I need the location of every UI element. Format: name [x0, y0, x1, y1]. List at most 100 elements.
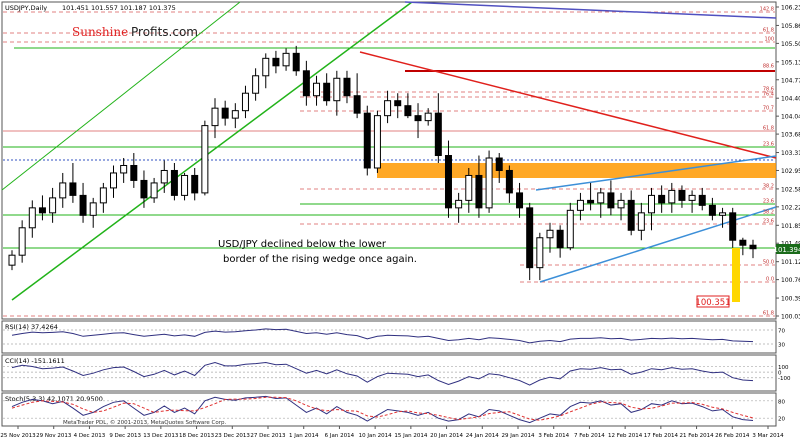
red-declining-trendline [359, 51, 777, 159]
copyright-label: MetaTrader PDL, © 2001-2013, MetaQuotes … [63, 419, 227, 426]
date-tick-label: 7 Feb 2014 [574, 433, 605, 439]
date-tick-label: 15 Jan 2014 [394, 433, 427, 439]
candle [353, 73, 361, 119]
candle [59, 172, 67, 208]
target-price-label: 100.351 [695, 298, 730, 308]
candle-body [587, 199, 595, 204]
indicator-main-line [11, 395, 754, 424]
candle-body [181, 174, 189, 196]
candle-body [424, 112, 432, 122]
candle-body [373, 115, 381, 169]
candle-body [729, 212, 737, 241]
cci-panel-frame [1, 354, 777, 392]
candle-body [637, 212, 645, 231]
candle [698, 187, 706, 211]
candle-body [658, 194, 666, 204]
candle-body [170, 169, 178, 196]
price-tick-label: 105.130 [781, 59, 800, 66]
candle-body [688, 194, 696, 201]
candle-body [160, 169, 168, 184]
candle [191, 167, 199, 201]
candle-body [465, 174, 473, 201]
green-channel-upper-line [1, 1, 241, 191]
orange-resistance-zone [377, 163, 776, 178]
candle [576, 192, 584, 221]
candle-body [505, 169, 513, 194]
candle-body [313, 82, 321, 97]
candle-body [708, 204, 716, 216]
candle-body [749, 244, 757, 250]
candle-body [69, 182, 77, 196]
price-tick-label: 104.400 [781, 96, 800, 103]
candle [536, 232, 544, 281]
candle [343, 70, 351, 104]
candle-body [110, 172, 118, 189]
candle-body [191, 174, 199, 194]
date-tick-label: 12 Feb 2014 [608, 433, 643, 439]
candle-body [495, 157, 503, 171]
candle [170, 162, 178, 201]
indicator-level-label: 70 [778, 329, 785, 335]
candle [444, 140, 452, 218]
candle-body [49, 197, 57, 214]
candle-body [668, 189, 676, 204]
date-tick-label: 17 Feb 2014 [644, 433, 679, 439]
candle-body [647, 194, 655, 214]
candle [475, 155, 483, 218]
candle-body [28, 207, 36, 229]
indicator-level-label: -100 [778, 376, 791, 382]
candle-body [536, 237, 544, 269]
annotation-line1: USD/JPY declined below the lower [218, 239, 387, 250]
candle-body [18, 227, 26, 256]
fib-ratio-label: 88.6 [763, 64, 774, 70]
candle [516, 182, 524, 218]
candle [221, 100, 229, 126]
date-tick-label: 26 Feb 2014 [715, 433, 750, 439]
fib-ratio-label: 23.6 [763, 142, 774, 148]
fib-ratio-label: 0.0 [766, 277, 774, 283]
candle-body [414, 115, 422, 122]
candle [120, 158, 128, 183]
price-tick-label: 104.040 [781, 114, 800, 121]
candle [28, 200, 36, 238]
date-tick-label: 23 Dec 2013 [215, 433, 251, 439]
candle [414, 103, 422, 139]
price-tick-label: 102.580 [781, 186, 800, 193]
fib-ratio-label: 61.8 [763, 126, 774, 132]
candle-body [272, 57, 280, 67]
fib-ratio-label: 23.6 [763, 219, 774, 225]
brand-logo-profits: Profits.com [131, 25, 198, 39]
date-tick-label: 3 Mar 2014 [752, 433, 784, 439]
candle-body [59, 182, 67, 199]
candle [617, 192, 625, 221]
candle-body [120, 164, 128, 174]
candle-body [333, 77, 341, 102]
candle [455, 192, 463, 223]
candle-body [99, 187, 107, 204]
candle [465, 167, 473, 213]
price-tick-label: 105.860 [781, 23, 800, 30]
candle [333, 70, 341, 116]
candle-body [444, 155, 452, 209]
candle [8, 250, 16, 271]
candle-body [353, 95, 361, 114]
stochastic-indicator: 80 20 [3, 395, 785, 424]
trend-lines [1, 1, 777, 301]
candle [110, 165, 118, 198]
price-tick-label: 101.120 [781, 259, 800, 266]
candle-body [231, 110, 239, 119]
candle-body [8, 254, 16, 266]
candle-body [455, 199, 463, 209]
candle [89, 197, 97, 228]
candle [262, 53, 270, 89]
candle-body [576, 199, 584, 211]
current-price-label: 101.394 [774, 246, 800, 254]
ohlc-label: 101.451 101.557 101.187 101.375 [62, 4, 176, 12]
candle-body [282, 52, 290, 67]
cci-title: CCI(14) -151.1611 [5, 357, 65, 365]
brand-logo-sunshine: Sunshine [72, 25, 128, 39]
candle-body [262, 57, 270, 77]
date-tick-label: 3 Feb 2014 [538, 433, 569, 439]
candle [373, 110, 381, 173]
candle [302, 60, 310, 106]
